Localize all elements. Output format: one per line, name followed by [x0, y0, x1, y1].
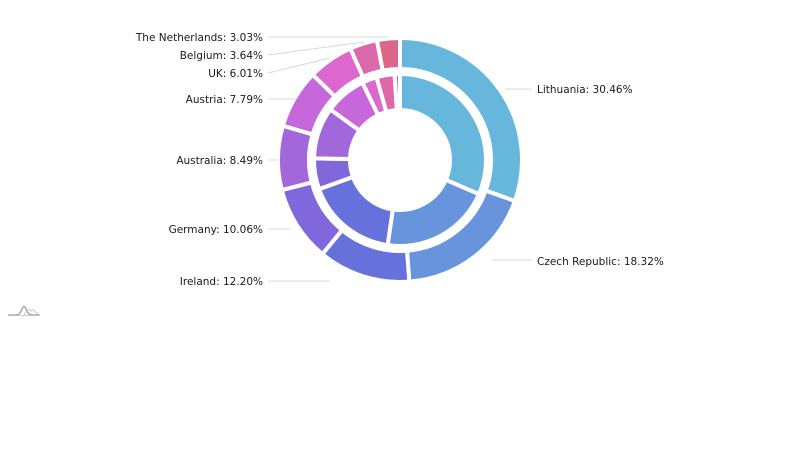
slice-label: Germany: 10.06% [169, 224, 263, 236]
slice-label: UK: 6.01% [208, 68, 263, 80]
inner-slice-the-netherlands[interactable] [392, 71, 402, 113]
slice-label: Belgium: 3.64% [180, 50, 263, 62]
label-leader-line [267, 57, 331, 74]
inner-slice-lithuania[interactable] [398, 71, 488, 197]
slice-label: Lithuania: 30.46% [537, 84, 633, 96]
outer-slice-the-netherlands[interactable] [374, 35, 402, 73]
slice-label: Australia: 8.49% [176, 155, 263, 167]
slice-labels: Lithuania: 30.46% Czech Republic: 18.32% I… [135, 32, 664, 288]
outer-slice-australia[interactable] [276, 123, 316, 193]
slice-label: Czech Republic: 18.32% [537, 256, 664, 268]
donut-rings [276, 35, 524, 284]
slice-label: The Netherlands: 3.03% [135, 32, 263, 44]
slice-label: Austria: 7.79% [186, 94, 263, 106]
label-leader-line [267, 41, 365, 56]
amcharts-logo-icon[interactable] [6, 301, 42, 319]
slice-label: Ireland: 12.20% [180, 276, 263, 288]
